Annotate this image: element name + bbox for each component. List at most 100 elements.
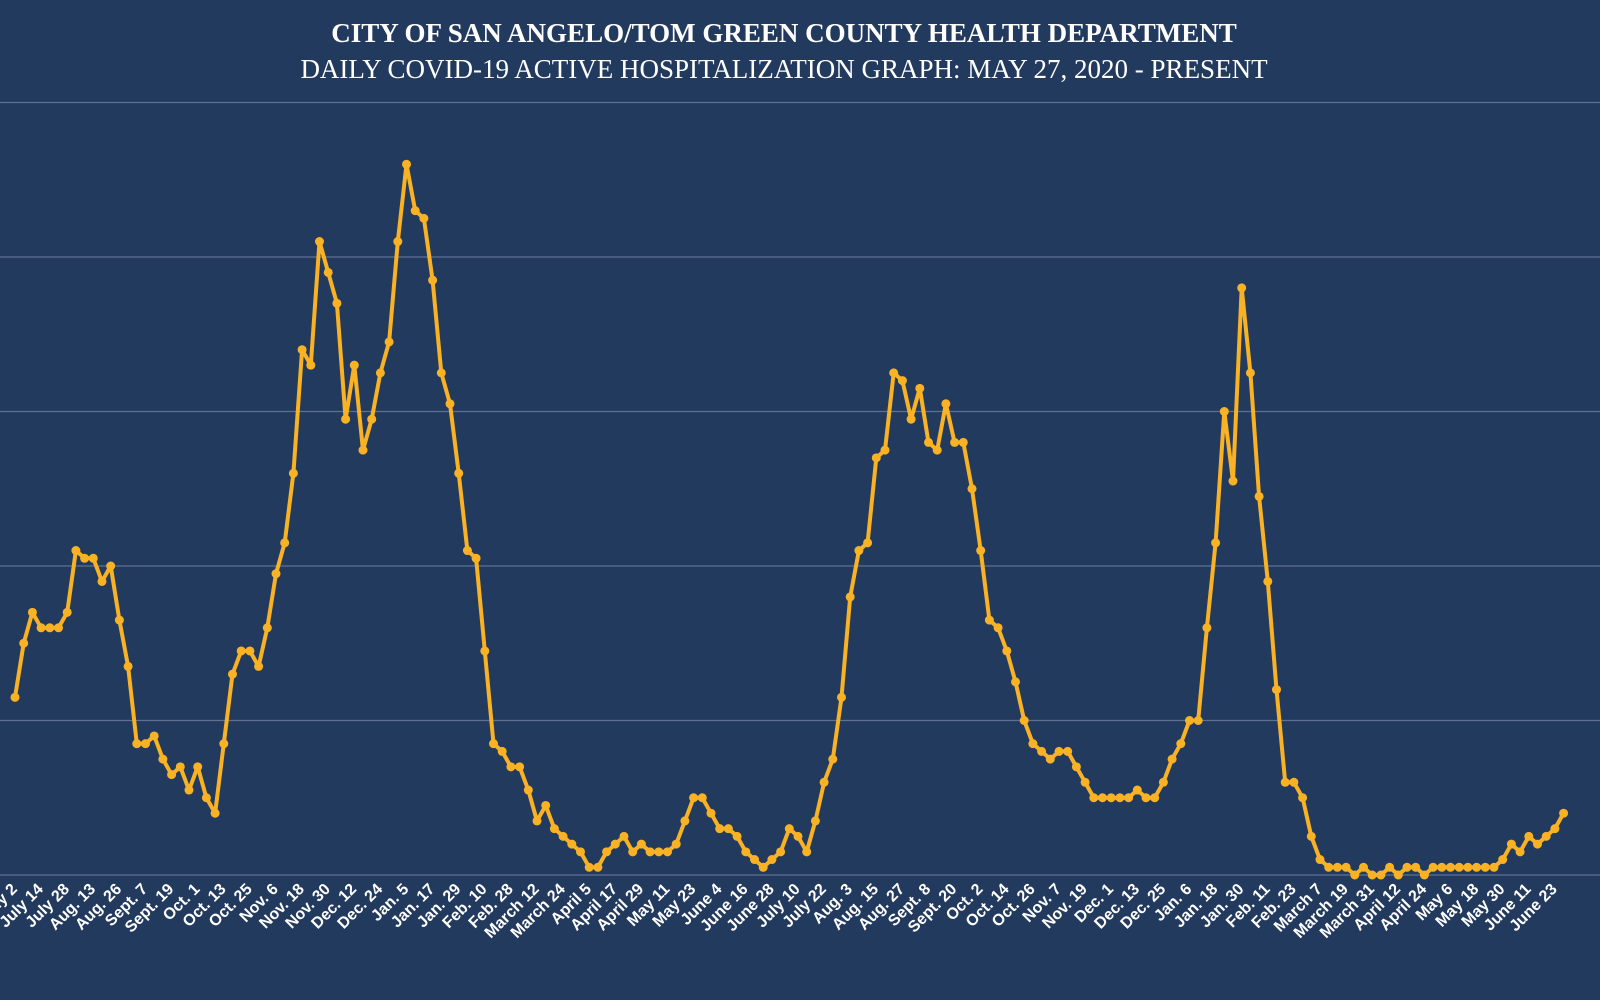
data-point	[71, 546, 81, 556]
data-point	[315, 237, 324, 247]
data-point	[523, 785, 533, 795]
data-point	[1402, 862, 1412, 872]
data-point	[123, 661, 133, 671]
data-point	[1193, 716, 1203, 725]
data-point	[1054, 746, 1064, 756]
data-point	[654, 847, 664, 857]
data-point	[306, 360, 316, 370]
data-point	[1237, 283, 1247, 293]
data-point	[358, 445, 368, 455]
data-point	[593, 862, 603, 872]
data-point	[402, 159, 411, 169]
data-point	[602, 847, 612, 857]
data-point	[19, 638, 29, 648]
data-point	[1315, 855, 1325, 865]
data-point	[1202, 623, 1212, 633]
data-point	[332, 298, 342, 308]
data-point	[1228, 476, 1238, 486]
data-point	[184, 785, 194, 795]
data-point	[236, 646, 246, 656]
data-point	[114, 615, 124, 625]
data-point	[1158, 777, 1168, 787]
data-point	[141, 739, 150, 749]
data-point	[1089, 793, 1099, 803]
data-point	[1350, 870, 1360, 880]
data-point	[1506, 839, 1516, 849]
data-point	[810, 816, 820, 826]
data-point	[941, 399, 951, 409]
data-point	[515, 762, 525, 772]
data-point	[1150, 793, 1160, 803]
data-point	[819, 777, 829, 787]
data-point	[636, 839, 646, 849]
data-point	[723, 824, 733, 834]
data-point	[254, 661, 264, 671]
data-point	[367, 414, 377, 424]
data-point	[845, 592, 855, 602]
data-point	[1141, 793, 1151, 803]
data-point	[262, 623, 272, 633]
data-point	[689, 793, 699, 803]
data-point	[1132, 785, 1142, 795]
data-point	[767, 855, 777, 865]
data-point	[584, 862, 594, 872]
data-point	[619, 831, 629, 841]
data-point	[410, 206, 420, 216]
data-point	[149, 731, 159, 741]
data-point	[1411, 862, 1421, 872]
data-point	[828, 754, 838, 764]
data-point	[576, 847, 585, 857]
data-point	[97, 576, 107, 586]
data-point	[384, 337, 394, 347]
data-point	[1515, 847, 1525, 857]
data-point	[784, 824, 794, 834]
data-point	[706, 808, 716, 818]
chart-subtitle: DAILY COVID-19 ACTIVE HOSPITALIZATION GR…	[300, 54, 1268, 84]
data-point	[497, 746, 507, 756]
data-point	[1472, 862, 1482, 872]
data-point	[958, 437, 968, 447]
data-point	[541, 800, 551, 810]
data-point	[132, 739, 142, 749]
data-point	[1011, 677, 1020, 687]
data-point	[1550, 824, 1560, 834]
data-point	[1324, 862, 1334, 872]
data-point	[445, 399, 455, 409]
data-point	[1254, 491, 1264, 501]
data-point	[88, 553, 98, 563]
data-point	[1098, 793, 1107, 803]
data-point	[1185, 716, 1194, 725]
data-point	[158, 754, 168, 764]
data-point	[1298, 793, 1308, 803]
data-point	[1211, 538, 1221, 548]
data-point	[976, 546, 986, 556]
data-point	[1359, 862, 1368, 872]
data-point	[106, 561, 116, 571]
data-point	[1080, 777, 1090, 787]
data-point	[201, 793, 211, 803]
data-point	[436, 368, 446, 378]
data-point	[323, 267, 333, 277]
data-point	[1446, 862, 1455, 872]
data-point	[375, 368, 385, 378]
data-point	[193, 762, 203, 772]
data-point	[480, 646, 490, 656]
data-point	[1272, 685, 1281, 695]
data-point	[1428, 862, 1438, 872]
data-point	[1167, 754, 1177, 764]
data-point	[610, 839, 620, 849]
data-point	[1280, 777, 1290, 787]
data-point	[175, 762, 185, 772]
data-point	[863, 538, 873, 548]
data-point	[671, 839, 681, 849]
data-point	[245, 646, 255, 656]
data-point	[506, 762, 516, 772]
data-point	[1376, 870, 1386, 880]
data-point	[567, 839, 577, 849]
data-point	[758, 862, 768, 872]
data-point	[349, 360, 359, 370]
chart-title: CITY OF SAN ANGELO/TOM GREEN COUNTY HEAL…	[331, 18, 1236, 48]
data-point	[871, 453, 881, 463]
